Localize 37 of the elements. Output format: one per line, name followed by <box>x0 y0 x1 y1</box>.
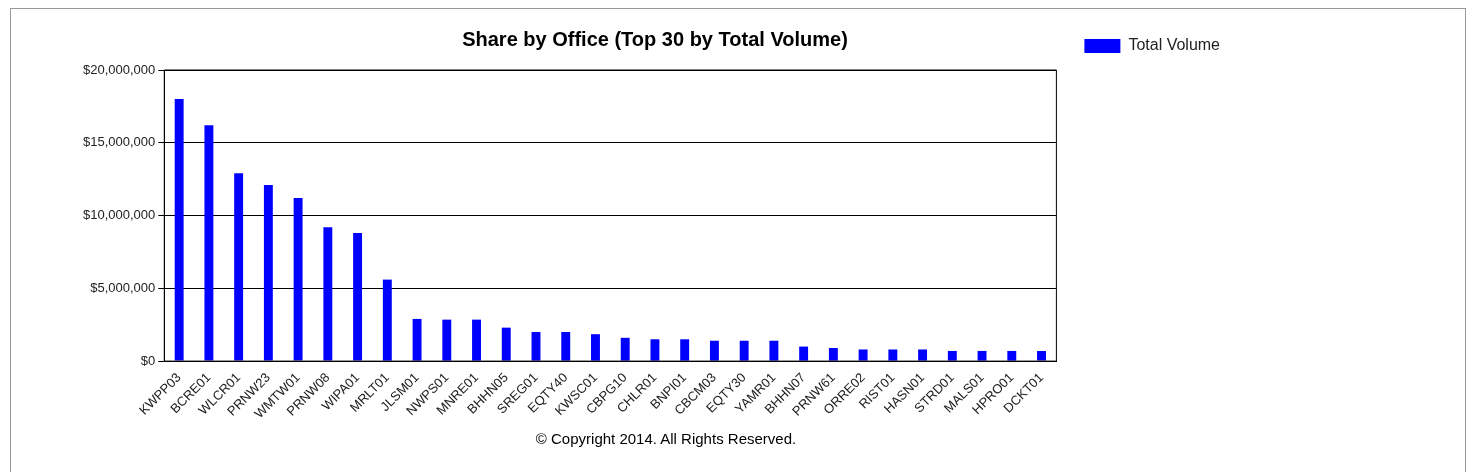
bar <box>977 350 987 361</box>
bar <box>1037 350 1046 361</box>
legend-label: Total Volume <box>1128 36 1221 54</box>
y-tick-label: $20,000,000 <box>83 61 156 77</box>
y-tick-label: $0 <box>140 352 156 368</box>
bar <box>1007 350 1017 361</box>
text: © Copyright 2014. All Rights Reserved. <box>534 430 798 447</box>
bar <box>947 350 957 361</box>
bar <box>680 339 690 361</box>
bar <box>828 348 838 361</box>
bar <box>620 337 630 361</box>
y-tick-label: $5,000,000 <box>90 279 156 295</box>
bar <box>591 334 600 361</box>
bar <box>472 319 481 361</box>
bar <box>412 318 422 361</box>
bar <box>769 340 779 361</box>
bar <box>739 340 749 361</box>
bar <box>323 227 333 361</box>
chart-title: Share by Office (Top 30 by Total Volume) <box>462 27 848 50</box>
bar <box>204 125 214 361</box>
bar <box>799 346 809 361</box>
bar <box>263 184 273 361</box>
bar <box>709 340 719 361</box>
bar <box>858 349 868 361</box>
bar <box>353 233 363 361</box>
bar <box>650 339 660 361</box>
y-tick-label: $15,000,000 <box>83 134 156 150</box>
bar <box>442 319 452 361</box>
bar <box>234 173 244 361</box>
bar <box>918 349 928 361</box>
bar <box>382 279 392 361</box>
bar <box>293 198 303 361</box>
bar <box>888 349 898 361</box>
bar <box>561 332 571 361</box>
bar <box>501 327 511 361</box>
bar <box>174 99 184 361</box>
y-tick-label: $10,000,000 <box>83 207 156 223</box>
